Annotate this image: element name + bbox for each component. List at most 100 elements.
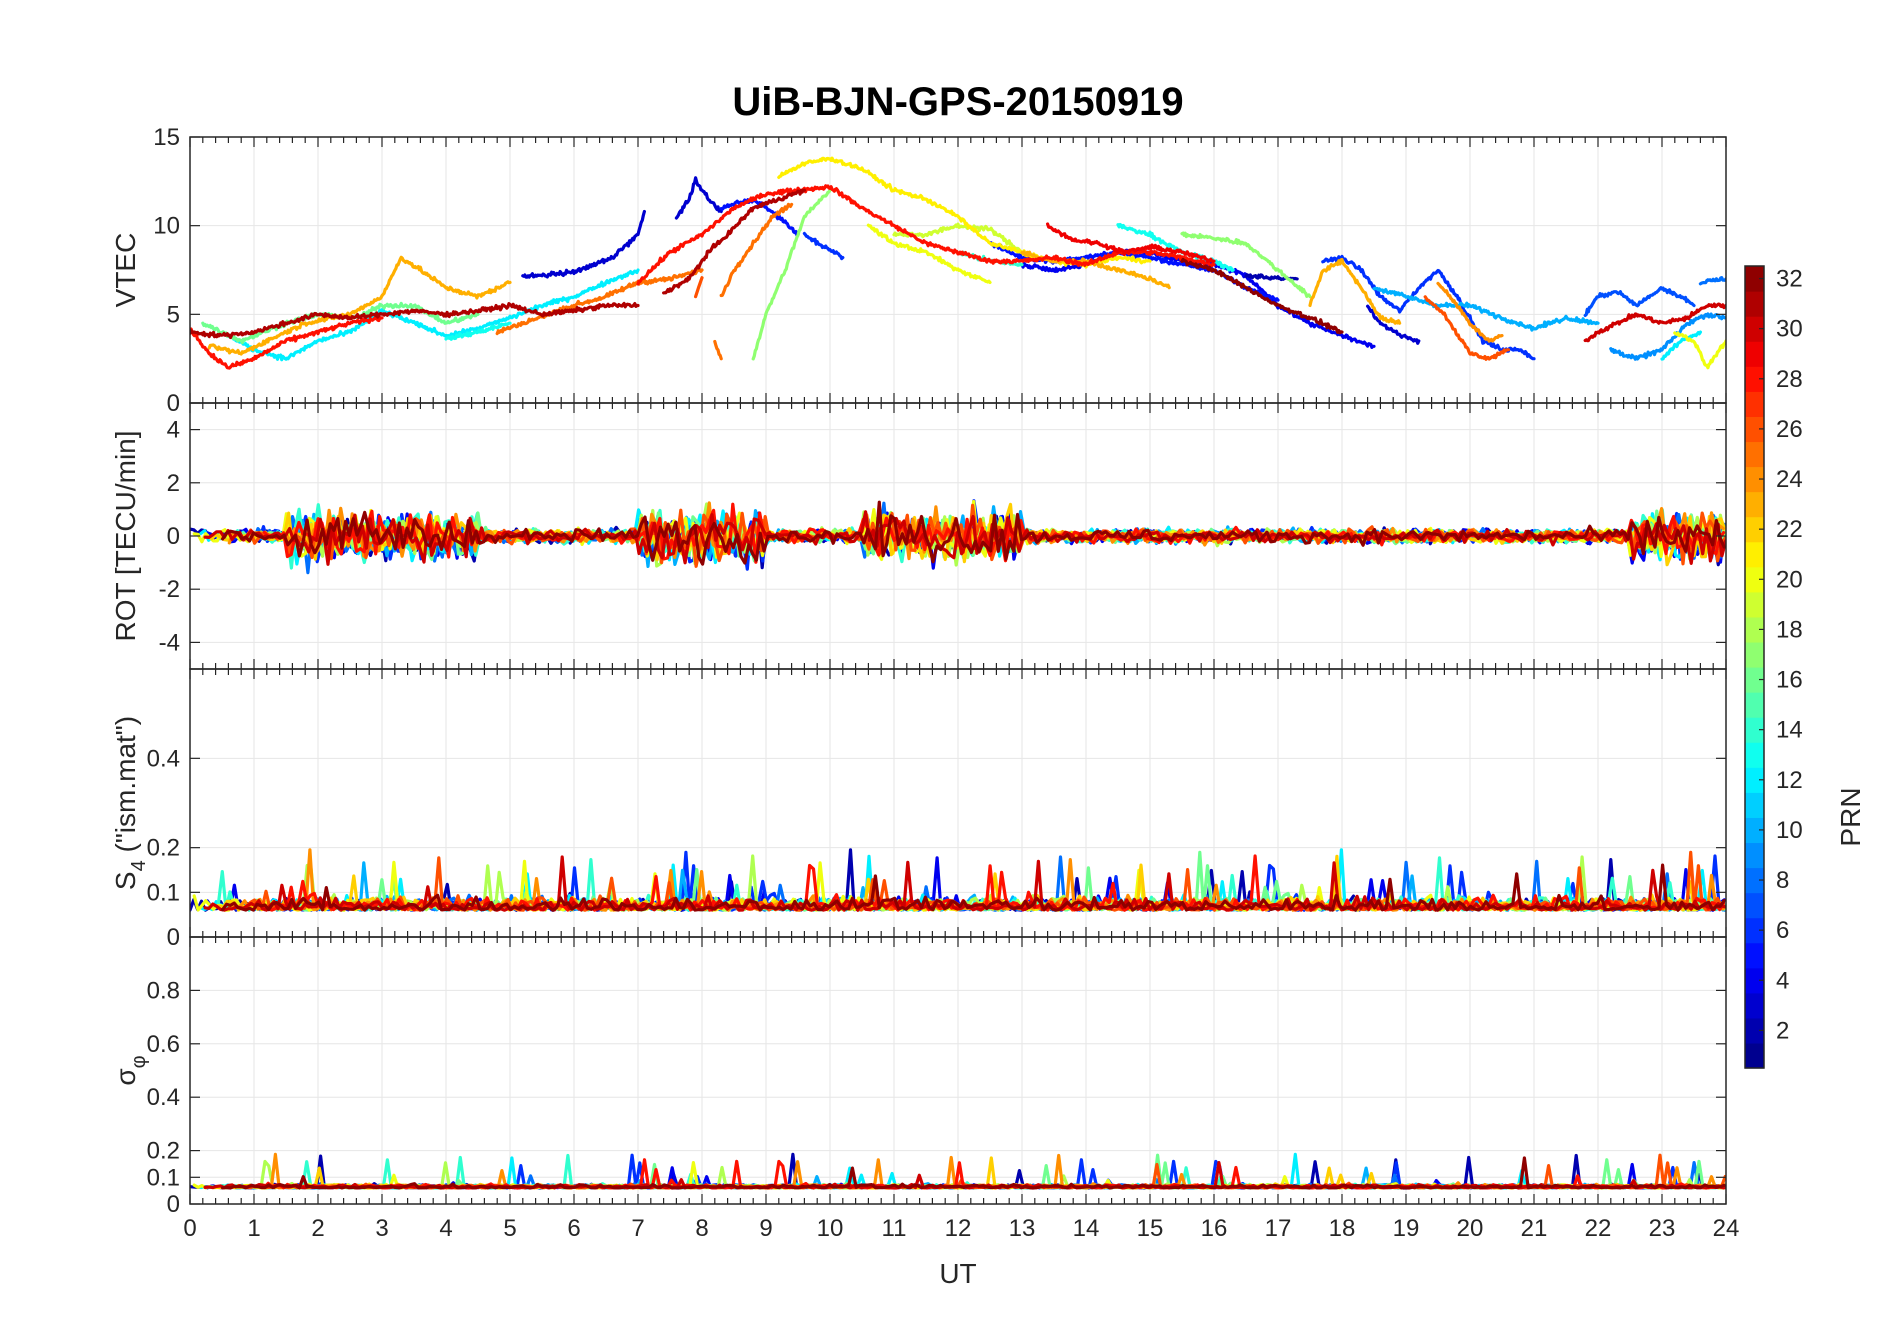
vtec-line-prn-20-23: [866, 223, 992, 284]
vtec-line-prn-26-32: [694, 276, 704, 299]
y-tick-label-rot: -2: [159, 576, 180, 603]
x-tick-label: 7: [631, 1215, 644, 1242]
chart-title: UiB-BJN-GPS-20150919: [732, 80, 1183, 124]
y-tick-label-rot: 0: [167, 523, 180, 550]
x-tick-label: 14: [1073, 1215, 1100, 1242]
y-tick-label-s4: 0.4: [147, 745, 180, 772]
y-tick-label-sigma_phi: 0.6: [147, 1031, 180, 1058]
vtec-line-prn-25-29: [495, 268, 704, 336]
colorbar-tick-label: 4: [1776, 967, 1789, 994]
panel-vtec: 0 5 10 15 VTEC: [110, 124, 1727, 417]
vtec-line-prn-31-38: [190, 301, 640, 340]
colorbar-segment: [1745, 1017, 1764, 1044]
colorbar-tick-label: 28: [1776, 366, 1803, 393]
y-tick-label-sigma_phi: 0: [167, 1191, 180, 1218]
vtec-line-prn-6-7: [1321, 254, 1536, 361]
vtec-line-prn-30-37: [1583, 302, 1726, 343]
x-tick-label: 0: [183, 1215, 196, 1242]
colorbar-tick-label: 24: [1776, 466, 1803, 493]
x-tick-label: 9: [759, 1215, 772, 1242]
colorbar-tick-label: 12: [1776, 767, 1803, 794]
x-tick-label: 17: [1265, 1215, 1292, 1242]
y-tick-label-rot: -4: [159, 629, 180, 656]
colorbar-tick-label: 10: [1776, 817, 1803, 844]
panel-sigma_phi: 00.10.2 0.4 0.6 0.8 σφ: [110, 936, 1727, 1218]
colorbar-segment: [1745, 692, 1764, 718]
x-tick-label: 5: [503, 1215, 516, 1242]
x-tick-label: 16: [1201, 1215, 1228, 1242]
vtec-line-prn-5-3: [719, 197, 800, 237]
colorbar-segment: [1745, 341, 1764, 367]
colorbar-segment: [1745, 992, 1764, 1019]
vtec-line-prn-23-26: [1020, 250, 1171, 290]
y-tick-label-s4: 0: [167, 924, 180, 951]
vtec-line-prn-7-9: [1583, 286, 1696, 317]
colorbar-tick-label: 6: [1776, 917, 1789, 944]
vtec-line-prn-3-1: [674, 176, 723, 220]
colorbar-segment: [1745, 967, 1764, 994]
ticks-sigma_phi: [189, 937, 1727, 1205]
vtec-line-prn-23-27: [1308, 258, 1402, 325]
colorbar-segment: [1745, 667, 1764, 693]
vtec-line-prn-32-40: [1180, 257, 1344, 335]
x-tick-label: 13: [1009, 1215, 1036, 1242]
colorbar-tick-label: 20: [1776, 566, 1803, 593]
colorbar-tick-label: 2: [1776, 1017, 1789, 1044]
x-tick-label: 12: [945, 1215, 972, 1242]
vtec-line-prn-3-0: [521, 209, 646, 279]
colorbar-segment: [1745, 441, 1764, 468]
x-tick-label: 11: [882, 1215, 907, 1242]
colorbar-segment: [1745, 717, 1764, 743]
y-axis-label-sigma_phi: σφ: [110, 1055, 150, 1085]
y-tick-label-sigma_phi: 0.2: [147, 1138, 180, 1165]
colorbar-segment: [1745, 266, 1764, 292]
x-tick-label: 21: [1521, 1215, 1548, 1242]
y-tick-label-vtec: 5: [167, 301, 180, 328]
colorbar-segment: [1745, 391, 1764, 417]
y-tick-label-vtec: 10: [153, 213, 180, 240]
x-tick-label: 10: [817, 1215, 844, 1242]
colorbar-segment: [1745, 316, 1764, 342]
vtec-line-prn-31-39: [662, 188, 806, 295]
panel-s4: 0 0.1 0.2 0.4S4 ("ism.mat"): [110, 668, 1727, 951]
y-tick-label-rot: 2: [167, 470, 180, 497]
panel-rot: -4 -2 0 2 4 ROT [TECU/min]: [110, 402, 1727, 670]
x-tick-label: 22: [1585, 1215, 1612, 1242]
x-tick-label: 8: [695, 1215, 708, 1242]
colorbar-segment: [1745, 291, 1764, 317]
colorbar-segment: [1745, 641, 1764, 668]
colorbar-segment: [1745, 792, 1764, 818]
vtec-line-prn-24-28: [1436, 281, 1504, 343]
vtec-line-prn-19-21: [892, 222, 1024, 254]
series-vtec: [190, 156, 1726, 370]
y-tick-label-sigma_phi: 0.1: [147, 1164, 180, 1191]
series-sigma_phi: [190, 1152, 1726, 1190]
colorbar-segment: [1745, 842, 1764, 869]
vtec-line-prn-12-17: [1660, 330, 1702, 361]
vtec-line-prn-28-34: [190, 314, 384, 370]
vtec-line-prn-13-14: [444, 321, 512, 341]
vtec-line-prn-26-33: [1423, 295, 1510, 361]
x-tick-label: 4: [439, 1215, 452, 1242]
vtec-line-prn-20-24: [1673, 331, 1726, 370]
colorbar-segment: [1745, 466, 1764, 493]
x-tick-label: 23: [1649, 1215, 1676, 1242]
vtec-line-prn-25-31: [713, 339, 723, 361]
vtec-line-prn-29-36: [1046, 222, 1216, 263]
colorbar-box: [1744, 265, 1765, 1069]
y-tick-label-sigma_phi: 0.8: [147, 977, 180, 1004]
colorbar-tick-label: 14: [1776, 717, 1803, 744]
colorbar-segment: [1745, 566, 1764, 593]
x-tick-label: 24: [1713, 1215, 1740, 1242]
x-tick-label: 2: [311, 1215, 324, 1242]
colorbar-segment: [1745, 942, 1764, 969]
colorbar-segment: [1745, 516, 1764, 543]
vtec-line-prn-10-11: [1372, 286, 1600, 332]
vtec-line-prn-12-13: [220, 268, 640, 362]
colorbar-segment: [1745, 917, 1764, 944]
colorbar-segment: [1745, 541, 1764, 568]
x-tick-label: 1: [247, 1215, 260, 1242]
